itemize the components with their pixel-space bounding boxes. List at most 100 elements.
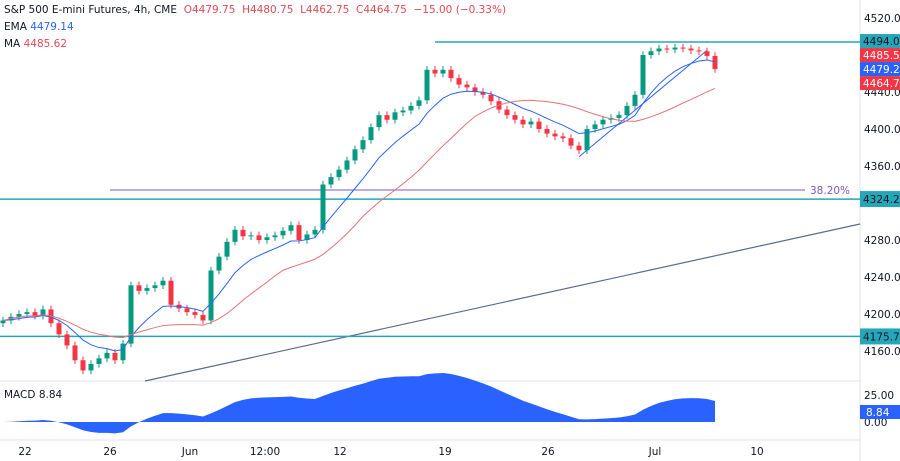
candle-body <box>80 360 86 371</box>
candle-body <box>440 69 446 74</box>
macd-legend: MACD 8.84 <box>4 389 62 401</box>
candle-body <box>360 140 366 150</box>
candle-body <box>64 334 70 346</box>
x-tick-label: 10 <box>750 446 763 458</box>
fib-label: 38.20% <box>810 185 850 197</box>
x-tick-label: 22 <box>18 446 31 458</box>
candle-body <box>96 358 102 364</box>
x-tick-label: 12:00 <box>250 446 280 458</box>
candle-body <box>224 241 230 257</box>
x-tick-label: 12 <box>333 446 346 458</box>
candle-body <box>136 285 142 291</box>
candle-body <box>680 47 686 49</box>
ema-line <box>2 59 716 352</box>
candle-body <box>88 363 94 371</box>
candle-body <box>16 314 22 317</box>
level-price-label: 4324.25 <box>863 194 900 206</box>
candle-body <box>408 105 414 111</box>
candle-body <box>584 129 590 151</box>
x-tick-label: Jul <box>648 446 662 458</box>
high-value: H4480.75 <box>242 4 294 16</box>
candle-body <box>128 285 134 344</box>
x-tick-label: 26 <box>541 446 555 458</box>
candle-body <box>72 345 78 361</box>
ema-label: EMA <box>4 21 27 33</box>
candle-body <box>120 343 126 361</box>
ma-value: 4485.62 <box>23 38 68 50</box>
x-tick-label: Jun <box>181 446 198 458</box>
candle-body <box>520 119 526 125</box>
candle-body <box>168 280 174 305</box>
y-tick-label: 4520.00 <box>864 13 900 25</box>
y-tick-label: 4360.00 <box>864 161 900 173</box>
open-value: O4479.75 <box>183 4 236 16</box>
candle-body <box>320 184 326 230</box>
candle-body <box>600 119 606 125</box>
candle-body <box>160 280 166 286</box>
candle-body <box>456 78 462 85</box>
candle-body <box>112 352 118 361</box>
y-tick-label: 4160.00 <box>864 346 900 358</box>
candle-body <box>328 177 334 185</box>
y-tick-label: 4200.00 <box>864 309 900 321</box>
candle-body <box>264 237 270 240</box>
macd-label: MACD <box>4 389 36 401</box>
trendline <box>144 223 861 382</box>
level-price-label: 4175.75 <box>863 331 900 343</box>
candle-body <box>288 225 294 231</box>
price-tag <box>860 48 900 63</box>
level-price-label: 4494.00 <box>863 36 900 48</box>
price-tag-label: 4464.75 <box>863 78 900 90</box>
candle-body <box>192 312 198 315</box>
candle-body <box>272 235 278 238</box>
macd-value-tag <box>860 405 900 419</box>
candle-body <box>32 312 38 316</box>
candle-body <box>648 51 654 55</box>
chart-legend: S&P 500 E-mini Futures, 4h, CME O4479.75… <box>4 2 506 53</box>
candle-body <box>536 121 542 129</box>
candle-body <box>488 94 494 102</box>
candle-body <box>696 50 702 52</box>
low-value: L4462.75 <box>300 4 350 16</box>
macd-area <box>3 373 715 434</box>
candle-body <box>184 308 190 313</box>
candle-body <box>616 115 622 118</box>
candle-body <box>416 100 422 106</box>
y-tick-label: 4280.00 <box>864 235 900 247</box>
level-price-tag <box>860 191 900 208</box>
candle-body <box>216 256 222 271</box>
candle-body <box>632 94 638 106</box>
candle-body <box>656 48 662 52</box>
macd-tick-label: 25.00 <box>864 390 894 402</box>
candle-body <box>512 115 518 120</box>
candle-body <box>528 121 534 125</box>
candle-body <box>152 285 158 289</box>
candle-body <box>248 235 254 237</box>
candle-body <box>208 270 214 321</box>
candle-body <box>256 235 262 240</box>
candle-body <box>400 110 406 113</box>
candle-body <box>592 124 598 129</box>
candle-body <box>296 225 302 240</box>
candle-body <box>280 230 286 236</box>
price-tag-label: 4479.25 <box>863 64 900 76</box>
price-tag <box>860 76 900 91</box>
close-value: C4464.75 <box>356 4 407 16</box>
ema-value: 4479.14 <box>30 21 74 33</box>
candle-body <box>312 229 318 235</box>
candle-body <box>240 229 246 237</box>
candle-body <box>664 48 670 50</box>
candle-body <box>424 69 430 101</box>
candle-body <box>624 105 630 116</box>
level-price-tag <box>860 34 900 49</box>
ma-line <box>2 87 716 339</box>
macd-tick-label: 0.00 <box>864 417 887 429</box>
candle-body <box>40 309 46 316</box>
candle-body <box>344 160 350 170</box>
candle-body <box>352 149 358 161</box>
candle-body <box>144 288 150 291</box>
macd-value: 8.84 <box>38 389 63 401</box>
candle-body <box>640 55 646 95</box>
x-tick-label: 19 <box>438 446 451 458</box>
